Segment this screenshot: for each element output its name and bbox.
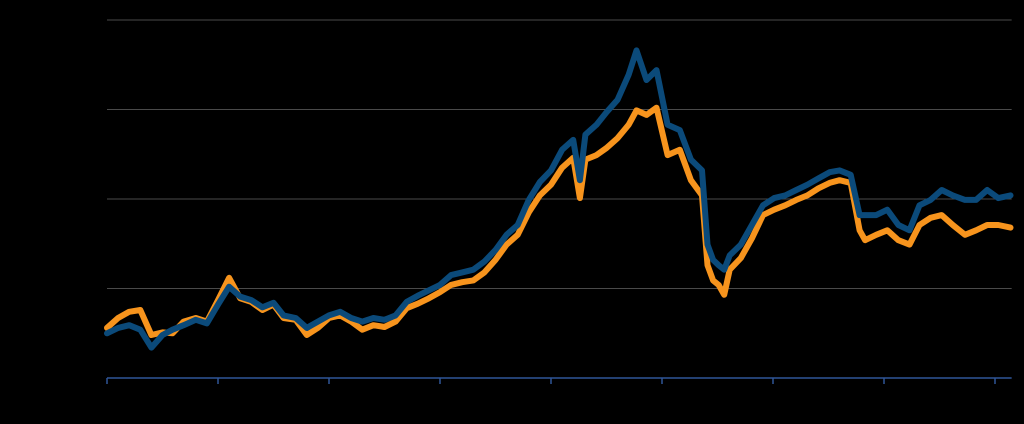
x-tick-label: 2	[326, 388, 333, 402]
y-tick-label: 0	[92, 370, 99, 384]
y-tick-label: 3	[92, 102, 99, 116]
x-tick-label: 6	[770, 388, 777, 402]
x-tick-label: 7	[881, 388, 888, 402]
y-tick-label: 4	[92, 12, 99, 26]
x-tick-label: 8	[992, 388, 999, 402]
x-tick-label: 3	[437, 388, 444, 402]
series-line	[104, 104, 1014, 338]
x-tick-label: 1	[215, 388, 222, 402]
x-tick-label: 0	[104, 388, 111, 402]
x-tick-label: 4	[548, 388, 555, 402]
x-tick-label: 5	[659, 388, 666, 402]
y-tick-label: 2	[92, 191, 99, 205]
series-line	[104, 47, 1014, 351]
y-tick-label: 1	[92, 281, 99, 295]
